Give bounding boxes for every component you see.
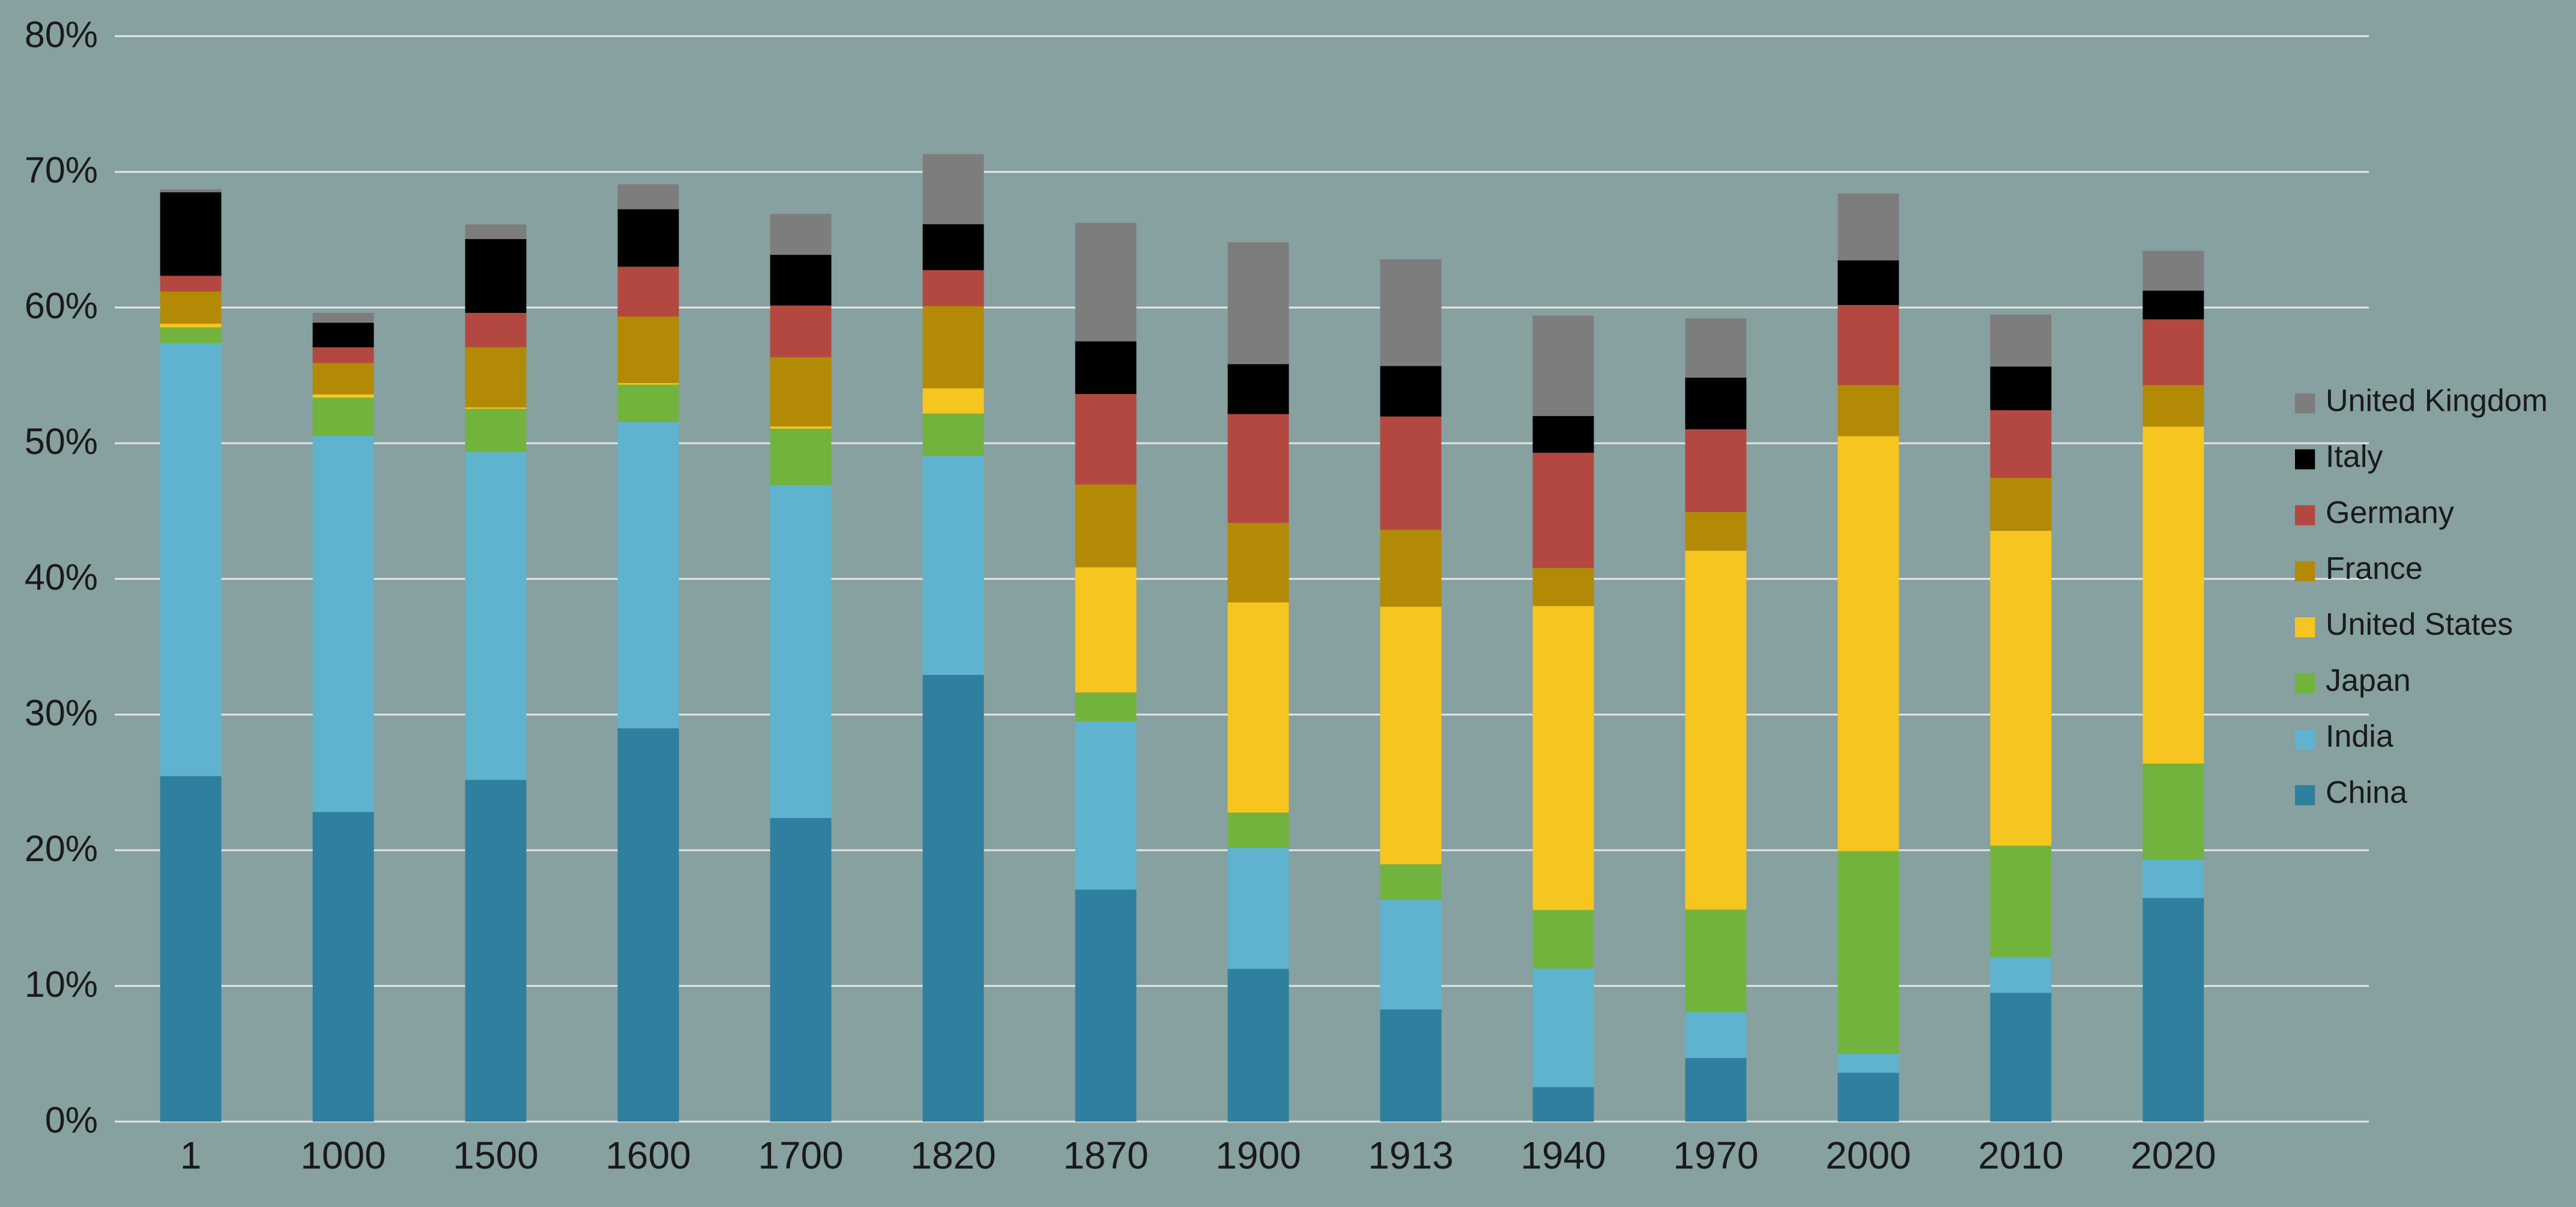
svg-text:1600: 1600 <box>605 1134 691 1177</box>
svg-text:1913: 1913 <box>1368 1134 1453 1177</box>
svg-text:20%: 20% <box>25 828 98 869</box>
svg-text:1000: 1000 <box>300 1134 385 1177</box>
svg-text:1: 1 <box>180 1134 202 1177</box>
svg-text:India: India <box>2326 719 2393 754</box>
svg-text:Italy: Italy <box>2326 440 2383 474</box>
svg-text:30%: 30% <box>25 692 98 733</box>
svg-text:1500: 1500 <box>453 1134 538 1177</box>
svg-text:2010: 2010 <box>1978 1134 2063 1177</box>
svg-text:United Kingdom: United Kingdom <box>2326 383 2548 418</box>
svg-text:1700: 1700 <box>758 1134 843 1177</box>
svg-text:1820: 1820 <box>910 1134 996 1177</box>
svg-text:2020: 2020 <box>2130 1134 2216 1177</box>
svg-text:Germany: Germany <box>2326 495 2454 530</box>
svg-text:1970: 1970 <box>1673 1134 1758 1177</box>
svg-text:Japan: Japan <box>2326 663 2411 698</box>
svg-text:0%: 0% <box>45 1100 98 1140</box>
svg-text:50%: 50% <box>25 421 98 462</box>
svg-text:1900: 1900 <box>1215 1134 1301 1177</box>
svg-text:1940: 1940 <box>1520 1134 1606 1177</box>
svg-text:80%: 80% <box>25 14 98 55</box>
svg-text:2000: 2000 <box>1825 1134 1911 1177</box>
svg-text:France: France <box>2326 551 2423 586</box>
svg-text:40%: 40% <box>25 557 98 597</box>
svg-text:United States: United States <box>2326 607 2513 642</box>
svg-text:10%: 10% <box>25 964 98 1005</box>
svg-text:60%: 60% <box>25 285 98 326</box>
svg-text:1870: 1870 <box>1063 1134 1148 1177</box>
svg-text:70%: 70% <box>25 150 98 190</box>
svg-text:China: China <box>2326 775 2407 810</box>
